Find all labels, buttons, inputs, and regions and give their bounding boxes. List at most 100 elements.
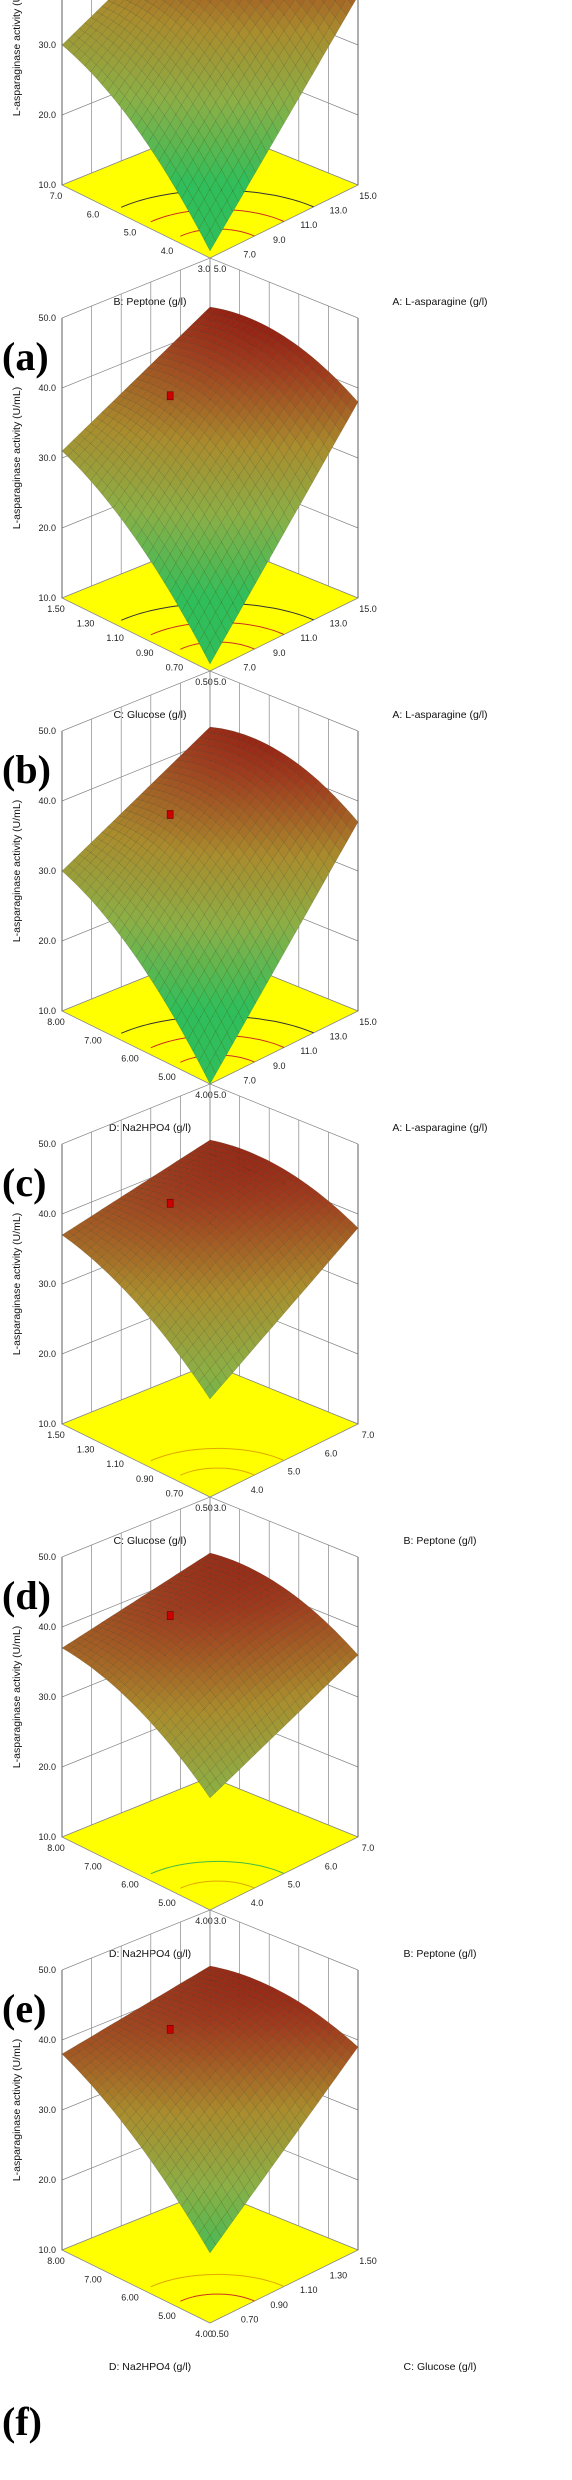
z-axis-label: L-asparaginase activity (U/mL) <box>11 2039 23 2181</box>
surface-cell <box>289 492 302 514</box>
z-tick-label: 20.0 <box>38 936 56 946</box>
right-axis-tick-label: 9.0 <box>273 235 286 245</box>
left-axis-label: B: Peptone (g/l) <box>114 296 187 308</box>
z-axis-label: L-asparaginase activity (U/mL) <box>11 800 23 942</box>
surface-cell <box>258 0 264 3</box>
left-axis-tick-label: 5.0 <box>124 228 137 238</box>
surface-cell <box>209 219 222 242</box>
surface-cell <box>112 0 125 6</box>
left-axis-tick-label: 0.70 <box>166 662 184 672</box>
surface-cell <box>329 2064 342 2080</box>
grid-line <box>61 1496 359 1558</box>
surface-cell <box>238 170 251 193</box>
surface-cell <box>306 2094 319 2111</box>
right-axis-tick-label: 7.0 <box>243 249 256 259</box>
response-surface <box>61 1965 359 2254</box>
surface-cell <box>232 592 245 615</box>
panel-label: (c) <box>2 1160 46 1205</box>
surface-cell <box>346 2041 359 2056</box>
right-axis-tick-label: 5.0 <box>288 1467 301 1477</box>
left-axis-tick-label: 4.0 <box>161 246 174 256</box>
surface-cell <box>340 1653 353 1667</box>
contour-line <box>180 2293 255 2302</box>
left-axis-tick-label: 0.50 <box>195 1503 213 1513</box>
surface-cell <box>271 0 274 2</box>
left-axis-tick-label: 1.50 <box>47 1430 65 1440</box>
surface-cell <box>334 414 347 433</box>
surface-cell <box>334 2056 347 2072</box>
surface-cell <box>204 229 216 252</box>
left-axis-label: C: Glucose (g/l) <box>114 1535 187 1547</box>
z-tick-label: 20.0 <box>38 523 56 533</box>
surface-cell <box>295 1278 308 1295</box>
surface-cell <box>266 2148 279 2167</box>
surface-cell <box>340 1228 353 1242</box>
surface-plot: 10.020.030.040.050.0L-asparaginase activ… <box>2 257 488 792</box>
left-axis-tick-label: 1.10 <box>106 633 124 643</box>
surface-cell <box>306 55 319 75</box>
surface-cell <box>300 1272 313 1288</box>
contour-lines <box>150 1447 285 1476</box>
surface-cell <box>312 2087 325 2103</box>
surface-cell <box>206 0 213 3</box>
right-axis-tick-label: 3.0 <box>214 1916 227 1926</box>
surface-cell <box>295 1695 308 1711</box>
surface-cell <box>209 632 222 655</box>
surface-cell <box>238 1001 251 1024</box>
right-axis-label: B: Peptone (g/l) <box>404 1948 477 1960</box>
contour-line <box>150 1860 285 1875</box>
right-axis-tick-label: 13.0 <box>330 619 348 629</box>
right-axis-tick-label: 7.0 <box>243 662 256 672</box>
surface-cell <box>283 2125 296 2143</box>
z-axis-label: L-asparaginase activity (U/mL) <box>11 387 23 529</box>
z-tick-label: 30.0 <box>38 2105 56 2115</box>
surface-cell <box>255 1324 268 1341</box>
surface-cell <box>329 1241 342 1255</box>
surface-cell <box>295 2109 308 2127</box>
surface-cell <box>143 0 150 2</box>
surface-cell <box>260 1317 273 1334</box>
right-axis-tick-label: 0.50 <box>211 2329 229 2339</box>
left-axis-tick-label: 6.00 <box>121 1054 139 1064</box>
right-axis-tick-label: 5.0 <box>214 677 227 687</box>
z-tick-label: 40.0 <box>38 1622 56 1632</box>
left-axis-tick-label: 7.00 <box>84 1035 102 1045</box>
surface-cell <box>238 1750 251 1766</box>
z-tick-label: 40.0 <box>38 383 56 393</box>
z-tick-label: 30.0 <box>38 1279 56 1289</box>
surface-cell <box>300 2102 313 2119</box>
surface-cell <box>238 1343 251 1360</box>
surface-cell <box>272 942 285 964</box>
surface-cell <box>209 2227 222 2246</box>
surface-plot: 10.020.030.040.050.0L-asparaginase activ… <box>2 1496 477 2031</box>
z-tick-label: 10.0 <box>38 593 56 603</box>
response-surface <box>61 0 356 252</box>
surface-cell <box>226 1356 239 1374</box>
contour-lines <box>150 1860 285 1889</box>
surface-cell <box>232 180 245 203</box>
surface-cell <box>278 2133 290 2151</box>
surface-cell <box>333 0 337 2</box>
design-point-marker <box>166 810 174 819</box>
surface-cell <box>226 602 239 625</box>
left-axis-tick-label: 6.00 <box>121 2293 139 2303</box>
right-axis-tick-label: 13.0 <box>330 206 348 216</box>
left-axis-tick-label: 4.00 <box>195 1090 213 1100</box>
surface-cell <box>329 1664 342 1678</box>
surface-cell <box>215 1042 228 1065</box>
z-tick-label: 10.0 <box>38 1006 56 1016</box>
right-axis-tick-label: 7.0 <box>243 1075 256 1085</box>
z-tick-label: 30.0 <box>38 1692 56 1702</box>
surface-cell <box>161 0 167 3</box>
surface-cell <box>266 1722 279 1738</box>
right-axis-tick-label: 7.0 <box>362 1430 375 1440</box>
surface-cell <box>233 0 243 5</box>
surface-cell <box>312 453 325 473</box>
left-axis-tick-label: 3.0 <box>198 264 211 274</box>
surface-cell <box>329 17 342 36</box>
surface-cell <box>164 0 175 6</box>
surface-cell <box>283 93 296 115</box>
left-axis-tick-label: 1.10 <box>106 1459 124 1469</box>
surface-cell <box>215 1370 228 1387</box>
surface-plot: 10.020.030.040.050.0L-asparaginase activ… <box>2 0 488 379</box>
